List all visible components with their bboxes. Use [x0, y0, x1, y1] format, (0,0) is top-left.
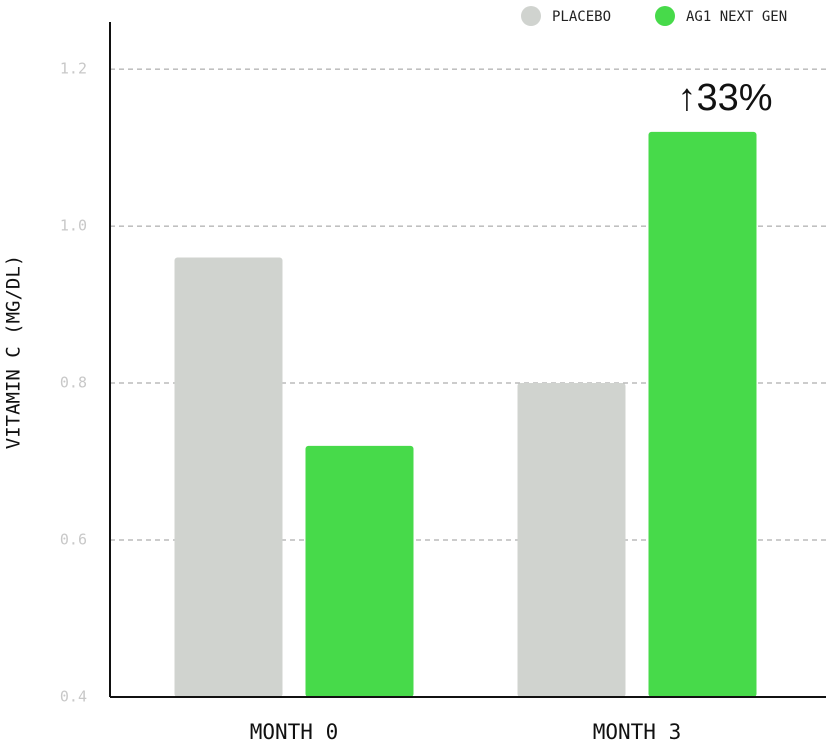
bar: [174, 257, 283, 697]
bar: [648, 131, 757, 697]
y-tick-label: 0.8: [60, 374, 87, 392]
legend-label: PLACEBO: [552, 9, 611, 25]
y-tick-label: 1.0: [60, 217, 87, 235]
legend-swatch: [655, 6, 675, 26]
bar: [517, 383, 626, 697]
bar: [305, 445, 414, 697]
legend-label: AG1 NEXT GEN: [686, 9, 787, 25]
annotation: ↑33%: [677, 77, 772, 119]
y-axis-title: VITAMIN C (MG/DL): [3, 255, 25, 449]
x-tick-label: MONTH 3: [593, 720, 682, 742]
y-tick-label: 1.2: [60, 60, 87, 78]
legend-swatch: [521, 6, 541, 26]
y-tick-label: 0.6: [60, 531, 87, 549]
y-tick-label: 0.4: [60, 688, 87, 706]
x-tick-label: MONTH 0: [250, 720, 339, 742]
